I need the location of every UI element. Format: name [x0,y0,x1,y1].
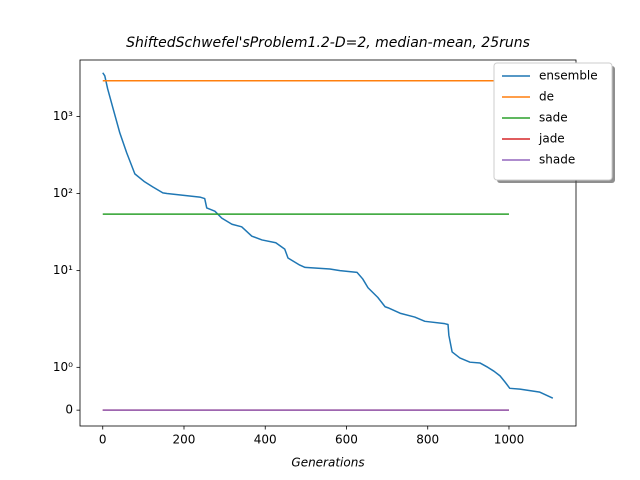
x-axis-label: Generations [291,456,364,470]
x-tick-label: 200 [173,433,196,447]
y-tick-label: 10¹ [53,263,73,277]
x-tick-label: 1000 [494,433,525,447]
x-tick-label: 400 [254,433,277,447]
x-tick-label: 0 [99,433,107,447]
y-tick-label: 10³ [53,109,73,123]
x-tick-label: 600 [335,433,358,447]
legend-text: shade [539,153,575,167]
chart-title: ShiftedSchwefel'sProblem1.2-D=2, median-… [126,35,530,51]
y-tick-label: 0 [65,403,73,417]
x-tick-label: 800 [416,433,439,447]
legend-box [493,62,613,181]
legend-text: ensemble [539,69,598,83]
y-tick-label: 10⁰ [53,360,73,374]
legend-text: jade [538,132,565,146]
y-tick-label: 10² [53,186,73,200]
series-line [102,72,554,399]
plot-frame [79,59,577,427]
legend-text: de [539,90,554,104]
legend-text: sade [539,111,568,125]
